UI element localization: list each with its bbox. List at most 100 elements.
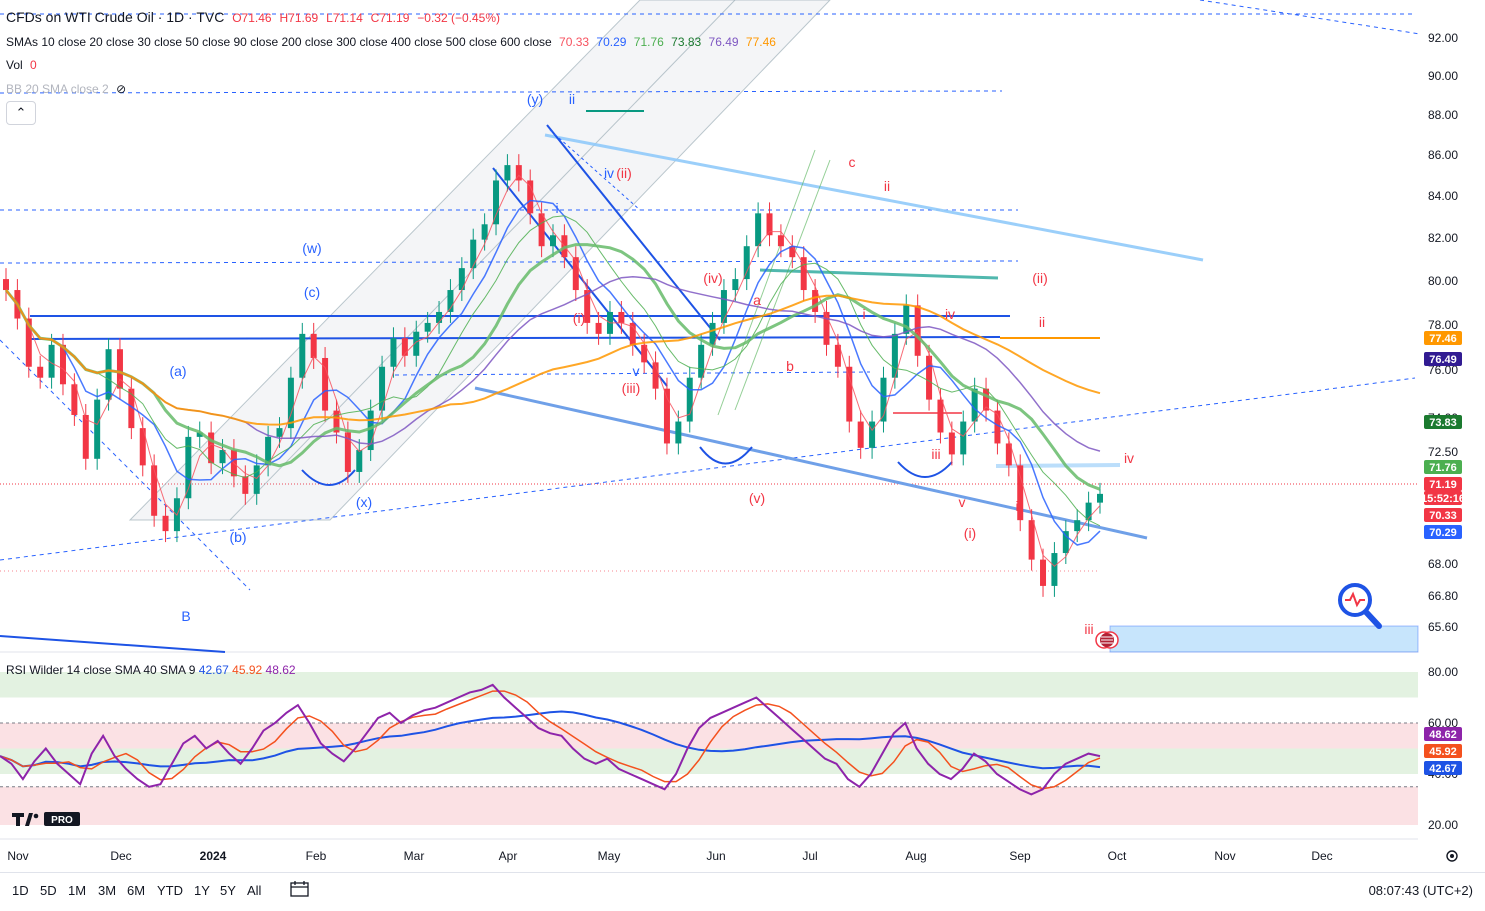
time-tick-label: Dec (1311, 849, 1332, 863)
candle (914, 294, 921, 367)
candle (390, 327, 397, 378)
candle-body (401, 338, 408, 356)
price-tick-label: 78.00 (1428, 318, 1458, 332)
symbol-name[interactable]: CFDs on WTI Crude Oil · 1D · TVC (6, 9, 225, 25)
trend-line (546, 124, 721, 341)
candle (59, 333, 66, 396)
candle-body (447, 290, 454, 312)
hidden-eye-icon[interactable]: ⊘ (116, 82, 127, 96)
price-badge: 76.49 (1424, 352, 1462, 366)
candle-body (82, 414, 89, 459)
candle-body (151, 465, 158, 516)
candle (766, 202, 773, 247)
price-tick-label: 72.50 (1428, 445, 1458, 459)
timeframe-6m[interactable]: 6M (127, 883, 146, 898)
price-badge-text: 70.33 (1429, 510, 1457, 522)
candle-body (25, 318, 32, 367)
sma-value: 71.76 (633, 35, 664, 49)
candle (686, 366, 693, 433)
price-tick-label: 90.00 (1428, 69, 1458, 83)
candle (698, 333, 705, 389)
candle (971, 377, 978, 433)
candle-body (390, 338, 397, 367)
candle (1085, 491, 1092, 532)
horizontal-dashed (0, 260, 1019, 264)
magnifier-icon[interactable] (1336, 582, 1384, 632)
timeframe-1d[interactable]: 1D (12, 883, 29, 898)
time-tick-label: Oct (1108, 849, 1127, 863)
candle-body (720, 290, 727, 323)
timeframe-all[interactable]: All (247, 883, 262, 898)
rsi-legend[interactable]: RSI Wilder 14 close SMA 40 SMA 9 42.67 4… (6, 663, 296, 677)
rsi-lines (0, 683, 1101, 796)
candle (413, 320, 420, 367)
time-tick-label: Sep (1009, 849, 1031, 863)
candle (82, 404, 89, 470)
candle-body (994, 410, 1001, 444)
candle-body (812, 290, 819, 312)
timeframe-5d[interactable]: 5D (40, 883, 57, 898)
price-tick-label: 92.00 (1428, 31, 1458, 45)
timeframe-5y[interactable]: 5Y (220, 883, 236, 898)
arc-mark (897, 461, 953, 478)
wave-label: (y) (527, 91, 543, 107)
timeframe-1y[interactable]: 1Y (194, 883, 210, 898)
trend-line (492, 167, 668, 387)
events-flag-icon[interactable] (1094, 630, 1124, 650)
candle (94, 388, 101, 470)
time-tick-label: Apr (499, 849, 518, 863)
rsi-badge-text: 48.62 (1429, 729, 1457, 741)
candle (1051, 542, 1058, 597)
price-tick-label: 82.00 (1428, 231, 1458, 245)
candle (185, 425, 192, 510)
sma-30-line (5, 215, 1101, 527)
wave-label: (c) (304, 284, 320, 300)
candle-body (652, 362, 659, 389)
candle (629, 311, 636, 356)
candle-body (310, 333, 317, 358)
wave-label: v (959, 494, 966, 510)
wave-label: ii (884, 178, 890, 194)
candle (105, 338, 112, 411)
pitchfork-median (229, 0, 736, 521)
candle (595, 311, 602, 345)
wave-label: (v) (749, 490, 765, 506)
timeframe-ytd[interactable]: YTD (157, 883, 183, 898)
candle-body (595, 322, 602, 334)
price-badge-text: 15:52:16 (1421, 493, 1465, 505)
clock[interactable]: 08:07:43 (UTC+2) (1368, 883, 1473, 898)
timeframe-3m[interactable]: 3M (98, 883, 117, 898)
open-value: O71.46 (232, 11, 272, 25)
sma-value: 70.29 (596, 35, 627, 49)
trend-green (734, 159, 831, 411)
wave-label: v (633, 363, 640, 379)
bb-legend[interactable]: BB 20 SMA close 2 ⊘ (6, 82, 130, 96)
candle (310, 322, 317, 369)
candle (789, 235, 796, 269)
volume-legend[interactable]: Vol 0 (6, 58, 41, 72)
sma-value: 70.33 (559, 35, 590, 49)
candle-body (436, 311, 443, 323)
candle-body (1051, 553, 1058, 586)
date-range-icon[interactable] (290, 880, 310, 901)
candle-body (458, 268, 465, 291)
settings-icon[interactable] (1444, 848, 1460, 864)
timeframe-1m[interactable]: 1M (68, 883, 87, 898)
sma-value: 77.46 (745, 35, 776, 49)
candle-body (891, 333, 898, 378)
price-badge-text: 76.49 (1429, 354, 1457, 366)
rsi-band-oversold (0, 786, 1418, 825)
sma-legend[interactable]: SMAs 10 close 20 close 30 close 50 close… (6, 35, 780, 49)
candle-body (276, 428, 283, 437)
time-tick-label: May (598, 849, 621, 863)
candle (869, 410, 876, 459)
tradingview-logo[interactable]: PRO (10, 810, 80, 828)
collapse-legend-button[interactable]: ⌃ (6, 101, 36, 125)
candle-body (139, 428, 146, 466)
high-value: H71.69 (279, 11, 319, 25)
price-badge: 70.29 (1424, 525, 1462, 539)
bottom-toolbar: 1D 5D 1M 3M 6M YTD 1Y 5Y All 08:07:43 (U… (0, 872, 1485, 911)
candle-body (550, 235, 556, 247)
